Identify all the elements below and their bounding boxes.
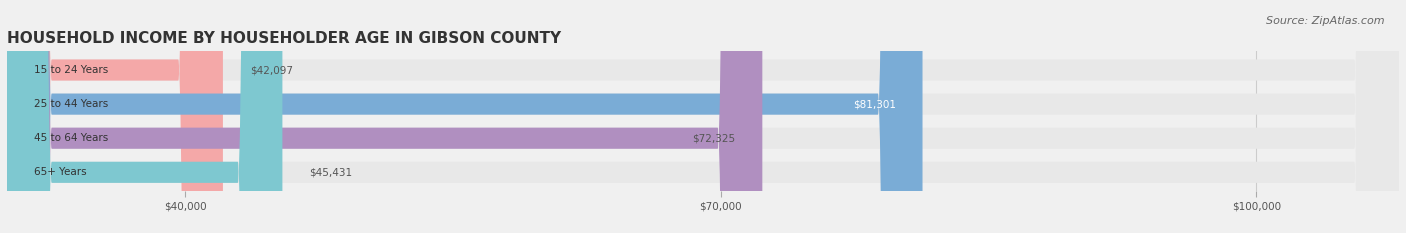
Text: 15 to 24 Years: 15 to 24 Years — [34, 65, 108, 75]
Text: $81,301: $81,301 — [853, 99, 896, 109]
FancyBboxPatch shape — [7, 0, 1399, 233]
Text: $45,431: $45,431 — [309, 167, 353, 177]
Text: $42,097: $42,097 — [250, 65, 292, 75]
Text: Source: ZipAtlas.com: Source: ZipAtlas.com — [1267, 16, 1385, 26]
FancyBboxPatch shape — [7, 0, 1399, 233]
Text: 65+ Years: 65+ Years — [34, 167, 86, 177]
Text: $72,325: $72,325 — [692, 133, 735, 143]
FancyBboxPatch shape — [7, 0, 922, 233]
FancyBboxPatch shape — [7, 0, 283, 233]
FancyBboxPatch shape — [7, 0, 224, 233]
FancyBboxPatch shape — [7, 0, 1399, 233]
FancyBboxPatch shape — [7, 0, 1399, 233]
FancyBboxPatch shape — [7, 0, 762, 233]
Text: 45 to 64 Years: 45 to 64 Years — [34, 133, 108, 143]
Text: HOUSEHOLD INCOME BY HOUSEHOLDER AGE IN GIBSON COUNTY: HOUSEHOLD INCOME BY HOUSEHOLDER AGE IN G… — [7, 31, 561, 46]
Text: 25 to 44 Years: 25 to 44 Years — [34, 99, 108, 109]
